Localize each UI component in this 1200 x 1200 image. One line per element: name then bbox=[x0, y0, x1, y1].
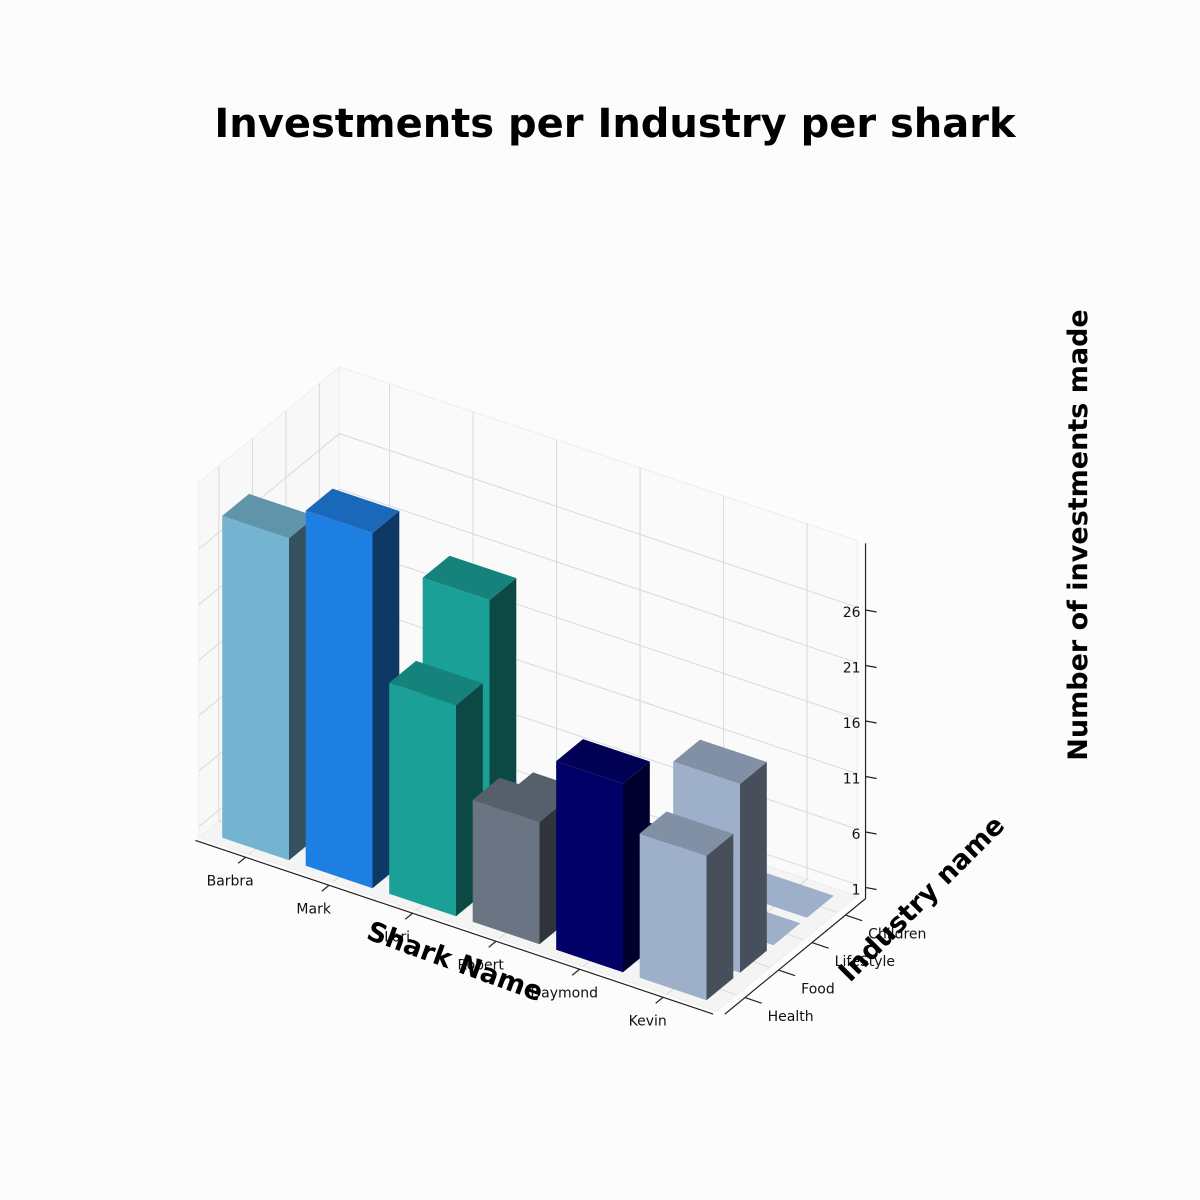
x-tick bbox=[404, 912, 413, 920]
y-tick-label: Health bbox=[768, 1009, 814, 1025]
z-tick-label: 26 bbox=[843, 605, 861, 621]
z-tick bbox=[865, 609, 877, 613]
z-tick-label: 1 bbox=[852, 883, 861, 899]
bar-face-side bbox=[706, 833, 734, 1001]
y-tick bbox=[778, 969, 796, 977]
bar-face-front bbox=[389, 682, 456, 917]
z-tick bbox=[865, 886, 877, 891]
x-tick-label: Kevin bbox=[629, 1013, 667, 1029]
x-tick-label: Daymond bbox=[530, 985, 598, 1001]
bar-face-front bbox=[472, 799, 540, 945]
bar-face-top bbox=[305, 488, 400, 533]
bar-face-top bbox=[639, 811, 734, 856]
bar-face-front bbox=[556, 761, 623, 973]
x-tick bbox=[237, 856, 246, 864]
bar-face-front bbox=[305, 510, 373, 889]
y-tick-label: Food bbox=[801, 982, 835, 998]
bar-face-top bbox=[222, 493, 316, 539]
z-tick bbox=[865, 720, 877, 724]
bar-face-top bbox=[389, 660, 483, 706]
x-tick-label: Robert bbox=[457, 957, 504, 973]
x-tick-label: Lori bbox=[384, 929, 410, 945]
bar-face-top bbox=[422, 555, 517, 601]
x-axis-line bbox=[195, 839, 714, 1015]
y-tick bbox=[845, 914, 863, 922]
x-tick bbox=[488, 940, 497, 948]
chart-axes: Barbra Mark Lori Robert Daymond Kevin Health Fo… bbox=[195, 543, 926, 1029]
x-tick bbox=[571, 968, 580, 976]
z-tick-label: 11 bbox=[843, 772, 861, 788]
y-axis-line bbox=[724, 898, 866, 1015]
z-tick bbox=[865, 775, 877, 780]
bar bbox=[389, 660, 483, 917]
y-tick bbox=[744, 997, 762, 1004]
bar bbox=[222, 493, 316, 861]
bar bbox=[556, 739, 650, 973]
x-tick bbox=[655, 996, 664, 1004]
x-tick-label: Barbra bbox=[207, 873, 254, 889]
bar bbox=[639, 811, 734, 1001]
z-tick bbox=[865, 664, 877, 669]
bar-face-front bbox=[222, 515, 289, 861]
y-tick bbox=[811, 942, 829, 949]
z-tick bbox=[865, 831, 877, 835]
bar-face-top bbox=[673, 739, 767, 784]
bar-face-side bbox=[740, 762, 767, 973]
z-axis-label: Number of investments made bbox=[1063, 309, 1094, 760]
z-tick-label: 16 bbox=[843, 716, 861, 732]
x-tick bbox=[321, 884, 330, 892]
chart-title: Investments per Industry per shark bbox=[214, 101, 1017, 147]
bar-face-top bbox=[556, 739, 650, 784]
y-tick-label: LifeStyle bbox=[835, 954, 895, 970]
bar-face-top bbox=[472, 777, 567, 823]
bar bbox=[305, 488, 400, 889]
chart-bars bbox=[222, 488, 834, 1001]
z-tick-label: 21 bbox=[843, 661, 861, 677]
y-tick-label: Children bbox=[868, 927, 926, 943]
x-tick-label: Mark bbox=[296, 901, 331, 917]
bar-face-front bbox=[639, 833, 707, 1001]
z-tick-label: 6 bbox=[852, 827, 861, 843]
bar bbox=[472, 777, 567, 945]
